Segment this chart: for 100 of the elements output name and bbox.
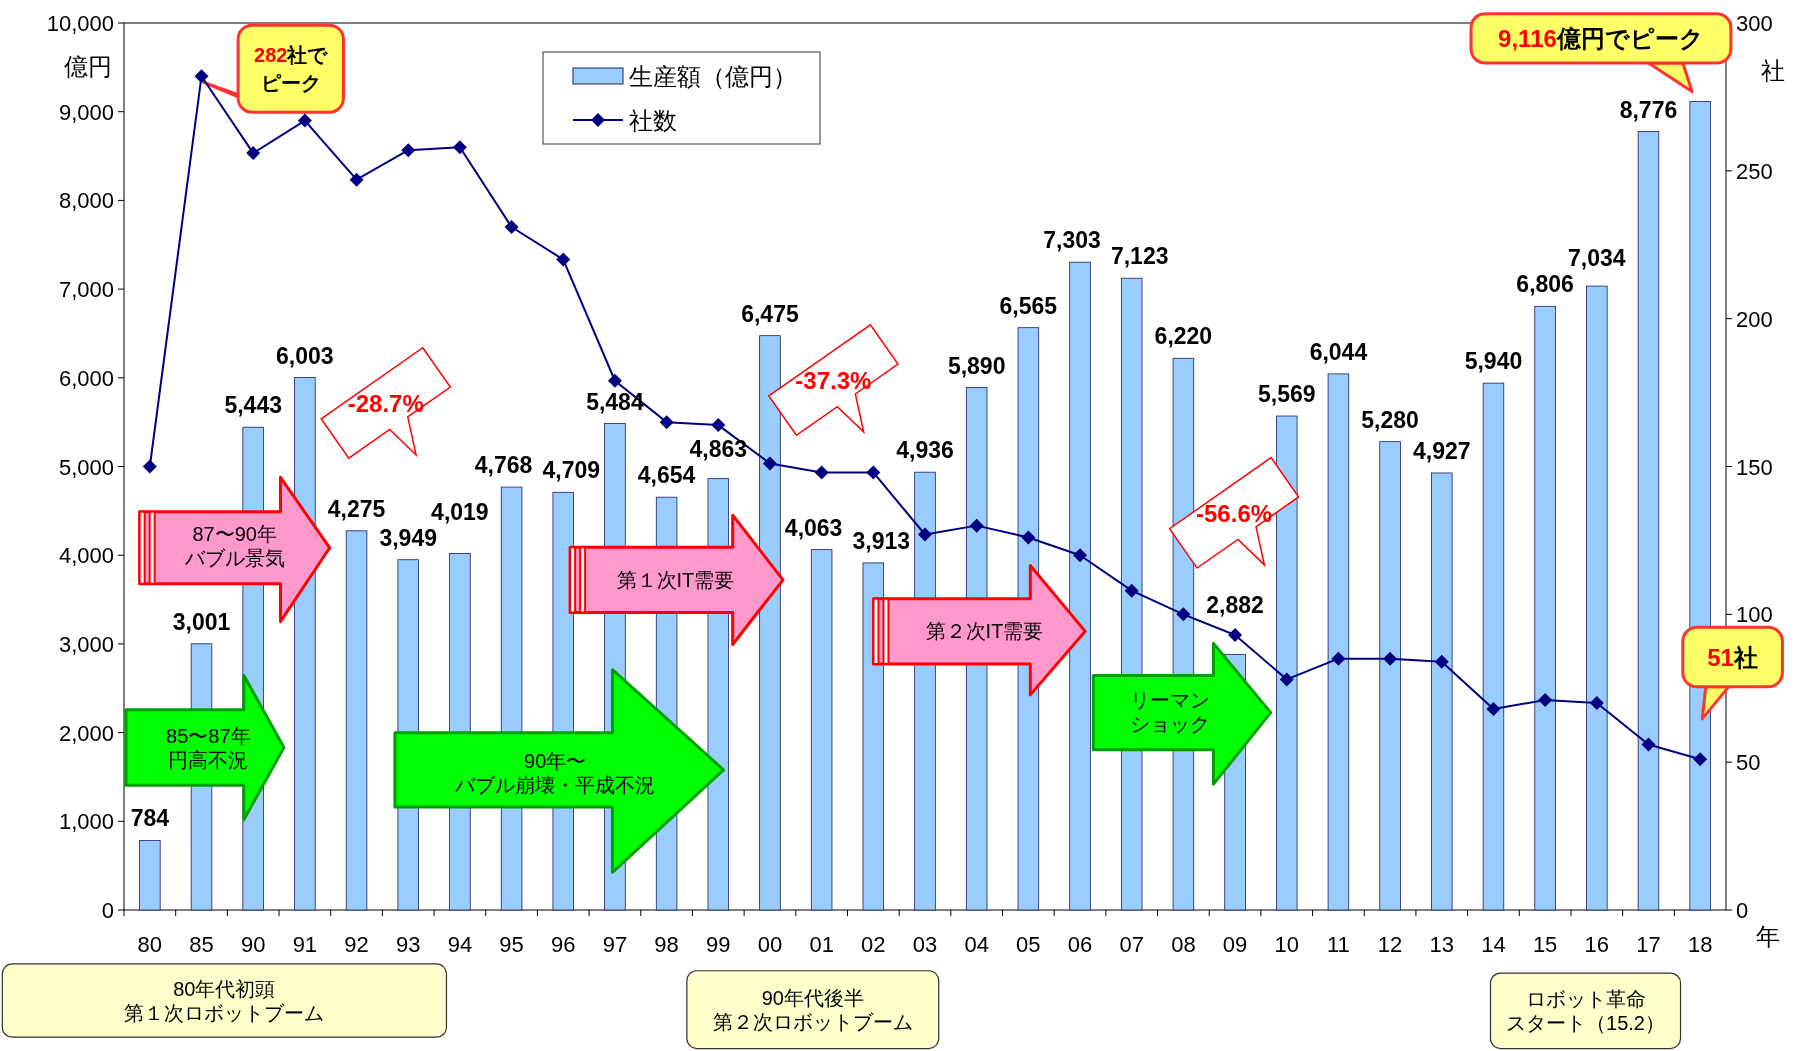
text: 01 (809, 931, 834, 957)
text: 95 (499, 931, 524, 957)
data-label: 7,303 (1043, 227, 1101, 254)
text: 15 (1532, 931, 1558, 957)
text: リーマンショック (1129, 689, 1210, 736)
data-label: 4,063 (784, 514, 843, 541)
text: 12 (1377, 931, 1403, 957)
data-label: 5,484 (586, 388, 644, 415)
data-label: 6,475 (741, 300, 799, 327)
data-label: 4,275 (327, 495, 386, 522)
text: 80年代初頭第１次ロボットブーム (124, 977, 325, 1024)
text: 93 (396, 931, 421, 957)
text: 10 (1274, 931, 1299, 957)
text: 6,000 (58, 365, 114, 391)
text: 282社で (254, 43, 328, 66)
text: -56.6% (1196, 499, 1273, 527)
text: 90年〜バブル崩壊・平成不況 (455, 749, 656, 796)
data-label: 4,709 (542, 457, 601, 484)
text: 13 (1429, 931, 1454, 957)
text: 85〜87年円高不況 (166, 724, 251, 771)
data-label: 3,913 (852, 527, 911, 554)
data-label: 4,768 (474, 452, 533, 479)
text: 97 (602, 931, 628, 957)
data-label: 5,940 (1464, 348, 1523, 375)
text: 300 (1736, 10, 1773, 36)
text: ロボット革命スタート（15.2） (1506, 987, 1665, 1034)
text: 05 (1016, 931, 1041, 957)
data-label: 5,890 (947, 352, 1006, 379)
text: 社 (1761, 56, 1785, 84)
data-label: 6,806 (1516, 271, 1574, 298)
text: 80 (137, 931, 163, 957)
legend-label: 社数 (629, 106, 677, 134)
text: 06 (1067, 931, 1093, 957)
text: 2,000 (58, 720, 114, 746)
text: -28.7% (347, 389, 424, 417)
text: 51社 (1707, 643, 1758, 671)
text: 年 (1756, 922, 1780, 950)
text: 04 (964, 931, 989, 957)
text: 92 (344, 931, 369, 957)
data-label: 3,001 (172, 608, 231, 635)
text: 90 (240, 931, 266, 957)
data-label: 784 (130, 805, 170, 832)
text: 10,000 (46, 10, 114, 36)
text: 99 (706, 931, 731, 957)
text: 14 (1481, 931, 1506, 957)
text: 250 (1736, 158, 1773, 184)
data-label: 6,003 (276, 342, 334, 369)
text: 09 (1222, 931, 1248, 957)
text: 5,000 (58, 454, 114, 479)
text: 9,116億円でピーク (1498, 24, 1704, 52)
data-label: 6,044 (1309, 338, 1368, 365)
text: 100 (1736, 601, 1773, 627)
text: -37.3% (795, 366, 872, 394)
data-label: 7,034 (1568, 245, 1626, 272)
text: 150 (1736, 454, 1773, 479)
text: 第１次IT需要 (616, 569, 735, 592)
text: 7,000 (58, 276, 114, 302)
text: 0 (1736, 897, 1749, 923)
text: 85 (189, 931, 214, 957)
text: 00 (757, 931, 783, 957)
text: 16 (1584, 931, 1610, 957)
data-label: 4,927 (1413, 438, 1471, 464)
text: 87〜90年バブル景気 (184, 523, 285, 570)
data-label: 8,776 (1619, 96, 1678, 123)
data-label: 5,443 (224, 392, 282, 419)
text: 96 (551, 931, 576, 957)
text: 08 (1171, 931, 1196, 957)
text: 18 (1687, 931, 1713, 957)
text: 02 (861, 931, 886, 957)
text: 98 (654, 931, 679, 957)
data-label: 4,654 (637, 462, 696, 489)
text: 03 (912, 931, 938, 957)
data-label: 4,863 (689, 436, 748, 463)
data-label: 4,019 (431, 498, 489, 525)
text: 200 (1736, 306, 1773, 332)
text: 4,000 (58, 542, 114, 568)
text: 第２次IT需要 (925, 619, 1044, 642)
text: 3,000 (58, 631, 114, 657)
text: 94 (447, 931, 473, 957)
data-label: 2,882 (1206, 592, 1264, 619)
data-label: 6,565 (999, 292, 1058, 319)
text: 9,000 (58, 99, 114, 125)
text: 17 (1636, 931, 1661, 957)
data-label: 7,123 (1110, 243, 1169, 270)
data-label: 5,280 (1361, 406, 1419, 433)
text: 11 (1327, 931, 1350, 957)
text: 8,000 (58, 187, 114, 213)
legend-label: 生産額（億円） (629, 62, 797, 90)
data-label: 6,220 (1154, 323, 1213, 350)
text: 91 (292, 931, 318, 957)
text: ピーク (260, 71, 321, 94)
text: 50 (1736, 749, 1761, 775)
text: 90年代後半第２次ロボットブーム (712, 986, 913, 1033)
data-label: 4,936 (896, 437, 954, 464)
text: 億円 (64, 52, 112, 80)
data-label: 3,949 (379, 524, 437, 551)
data-label: 5,569 (1257, 381, 1316, 408)
text: 07 (1119, 931, 1144, 957)
text: 1,000 (58, 808, 114, 834)
text: 0 (101, 897, 114, 923)
